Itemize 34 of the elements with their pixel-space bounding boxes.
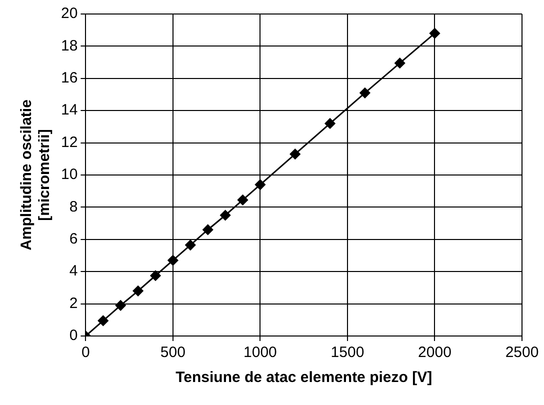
point [238, 194, 248, 206]
point [394, 58, 406, 68]
y-tick-label: 10 [60, 166, 78, 184]
point [324, 118, 336, 129]
point [429, 28, 440, 39]
point [150, 270, 161, 281]
point [98, 315, 108, 326]
y-tick-label: 0 [69, 327, 78, 344]
y-tick-label: 6 [69, 230, 78, 248]
point [220, 210, 231, 220]
point [202, 224, 214, 235]
y-tick-label: 12 [60, 134, 78, 151]
y-tick-label: 20 [60, 5, 78, 22]
point [360, 88, 370, 98]
x-tick-label: 2000 [418, 344, 452, 362]
x-tick-label: 0 [82, 344, 90, 362]
y-tick-label: 4 [69, 262, 78, 280]
y-axis-title: Amplitudine oscilatie [micrometrii] [18, 100, 54, 250]
y-tick-label: 16 [60, 70, 78, 87]
x-tick-label: 500 [160, 344, 186, 362]
point [115, 300, 126, 311]
y-tick-label: 8 [69, 198, 78, 216]
x-tick-label: 1000 [244, 344, 277, 362]
point [290, 148, 300, 160]
x-tick-label: 2500 [505, 344, 539, 362]
x-tick-label: 1500 [330, 344, 364, 362]
point [168, 255, 178, 266]
x-axis-title: Tensiune de atac elemente piezo [V] [176, 369, 432, 386]
y-tick-label: 14 [60, 102, 78, 119]
point [132, 286, 144, 296]
y-tick-label: 2 [69, 294, 78, 312]
point [254, 179, 266, 190]
y-tick-label: 18 [60, 37, 78, 54]
point [185, 240, 196, 250]
